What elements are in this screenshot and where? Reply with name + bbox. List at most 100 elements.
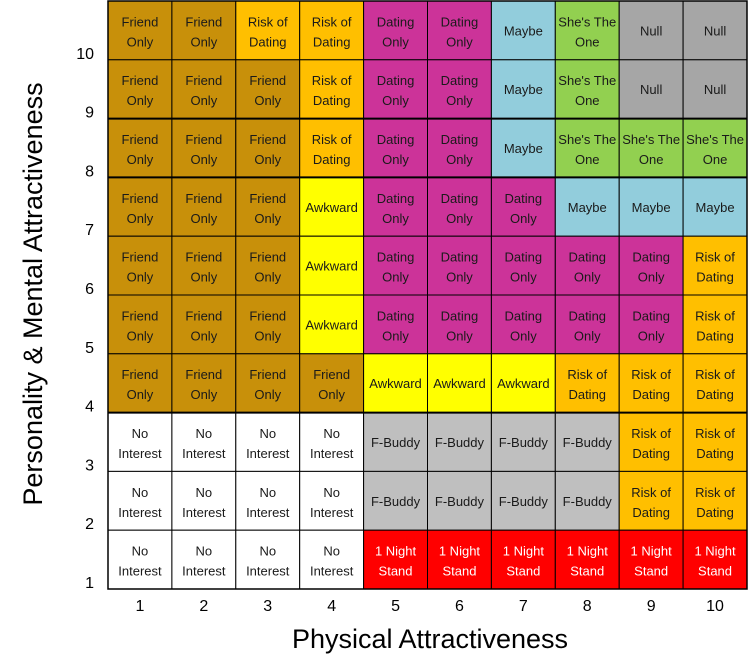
cell-label: Dating Only: [441, 250, 479, 285]
cell-fill-she-s-the-one: [554, 0, 620, 61]
cell-y10-x10: Null: [682, 0, 748, 61]
cell-fill-dating-only: [363, 294, 429, 355]
cell-y3-x6: F-Buddy: [427, 412, 492, 472]
cell-fill-f-buddy: [363, 412, 429, 472]
cell-fill-no-interest: [235, 529, 301, 590]
cell-label: Friend Only: [185, 191, 222, 226]
cell-label: Null: [640, 82, 663, 97]
cell-y6-x9: Dating Only: [618, 235, 684, 296]
cell-label: Dating Only: [441, 132, 479, 167]
cell-y2-x4: No Interest: [299, 470, 365, 531]
cell-y8-x3: Friend Only: [235, 118, 301, 178]
x-tick-label: 4: [327, 598, 336, 615]
cell-y5-x10: Risk of Dating: [682, 294, 748, 355]
cell-fill-maybe: [618, 176, 684, 237]
cell-y7-x9: Maybe: [618, 176, 684, 237]
y-tick-label: 6: [85, 281, 94, 298]
cell-label: No Interest: [246, 485, 290, 520]
cell-label: Dating Only: [377, 14, 415, 49]
cell-y8-x10: She's The One: [682, 118, 748, 178]
cell-label: Dating Only: [441, 73, 479, 108]
cell-y1-x6: 1 Night Stand: [427, 529, 492, 590]
cell-y10-x1: Friend Only: [107, 0, 173, 61]
cell-y7-x5: Dating Only: [363, 176, 429, 237]
cell-y10-x2: Friend Only: [171, 0, 237, 61]
cell-fill-maybe: [554, 176, 620, 237]
plot-border: [107, 0, 748, 590]
cell-label: Maybe: [504, 23, 543, 38]
cell-label: Friend Only: [185, 14, 222, 49]
cell-fill-dating-only: [363, 118, 429, 178]
cell-label: Risk of Dating: [567, 367, 607, 402]
cell-fill-f-buddy: [554, 470, 620, 531]
cell-label: Dating Only: [377, 132, 415, 167]
cell-label: Risk of Dating: [695, 308, 735, 343]
cell-y9-x5: Dating Only: [363, 59, 429, 120]
cell-y2-x1: No Interest: [107, 470, 173, 531]
cell-y9-x4: Risk of Dating: [299, 59, 365, 120]
cell-y2-x6: F-Buddy: [427, 470, 492, 531]
cell-fill-dating-only: [490, 294, 556, 355]
cell-fill-friend-only: [107, 294, 173, 355]
cell-label: Friend Only: [249, 73, 286, 108]
cell-y3-x1: No Interest: [107, 412, 173, 472]
cell-y5-x1: Friend Only: [107, 294, 173, 355]
x-tick-label: 3: [263, 598, 272, 615]
cell-y9-x7: Maybe: [490, 59, 556, 120]
cell-y5-x8: Dating Only: [554, 294, 620, 355]
cell-fill-risk-of-dating: [554, 353, 620, 414]
y-tick-label: 1: [85, 575, 94, 592]
cell-label: 1 Night Stand: [694, 544, 736, 579]
cell-label: 1 Night Stand: [439, 544, 481, 579]
cell-fill-dating-only: [427, 59, 492, 120]
cell-y8-x5: Dating Only: [363, 118, 429, 178]
cell-label: Maybe: [696, 200, 735, 215]
cell-fill-dating-only: [554, 235, 620, 296]
cell-label: F-Buddy: [499, 494, 549, 509]
cell-label: Risk of Dating: [695, 485, 735, 520]
cell-fill-dating-only: [363, 0, 429, 61]
cell-fill-f-buddy: [490, 412, 556, 472]
cell-label: F-Buddy: [435, 435, 485, 450]
cell-fill-dating-only: [554, 294, 620, 355]
cell-y9-x2: Friend Only: [171, 59, 237, 120]
cell-label: No Interest: [182, 544, 226, 579]
cell-y4-x10: Risk of Dating: [682, 353, 748, 414]
cell-fill-no-interest: [107, 470, 173, 531]
cell-y9-x10: Null: [682, 59, 748, 120]
cell-y3-x2: No Interest: [171, 412, 237, 472]
y-axis-label: Personality & Mental Attractiveness: [18, 82, 48, 505]
cell-label: Risk of Dating: [695, 250, 735, 285]
cell-y3-x9: Risk of Dating: [618, 412, 684, 472]
cell-label: Friend Only: [185, 73, 222, 108]
x-axis-label: Physical Attractiveness: [292, 624, 568, 654]
cell-label: Dating Only: [632, 250, 670, 285]
cell-fill-friend-only: [171, 294, 237, 355]
cell-y5-x7: Dating Only: [490, 294, 556, 355]
cell-fill-null: [682, 0, 748, 61]
cell-label: Friend Only: [185, 367, 222, 402]
cell-label: No Interest: [310, 544, 354, 579]
cell-fill-no-interest: [171, 470, 237, 531]
cell-label: Null: [640, 23, 663, 38]
cell-fill-friend-only: [235, 59, 301, 120]
cell-label: Friend Only: [249, 367, 286, 402]
cell-y3-x5: F-Buddy: [363, 412, 429, 472]
cell-label: Friend Only: [249, 250, 286, 285]
cell-y4-x2: Friend Only: [171, 353, 237, 414]
cell-fill-no-interest: [107, 412, 173, 472]
cell-label: F-Buddy: [371, 494, 421, 509]
cell-y2-x7: F-Buddy: [490, 470, 556, 531]
cell-label: She's The One: [558, 14, 616, 49]
cell-fill-friend-only: [171, 59, 237, 120]
cell-y6-x10: Risk of Dating: [682, 235, 748, 296]
cell-fill-dating-only: [363, 235, 429, 296]
y-tick-label: 8: [85, 163, 94, 180]
cell-fill-1-night-stand: [682, 529, 748, 590]
cell-fill-awkward: [363, 353, 429, 414]
y-tick-label: 9: [85, 105, 94, 122]
cell-fill-friend-only: [299, 353, 365, 414]
cell-label: Risk of Dating: [631, 367, 671, 402]
cell-fill-risk-of-dating: [618, 470, 684, 531]
cell-fill-f-buddy: [427, 412, 492, 472]
